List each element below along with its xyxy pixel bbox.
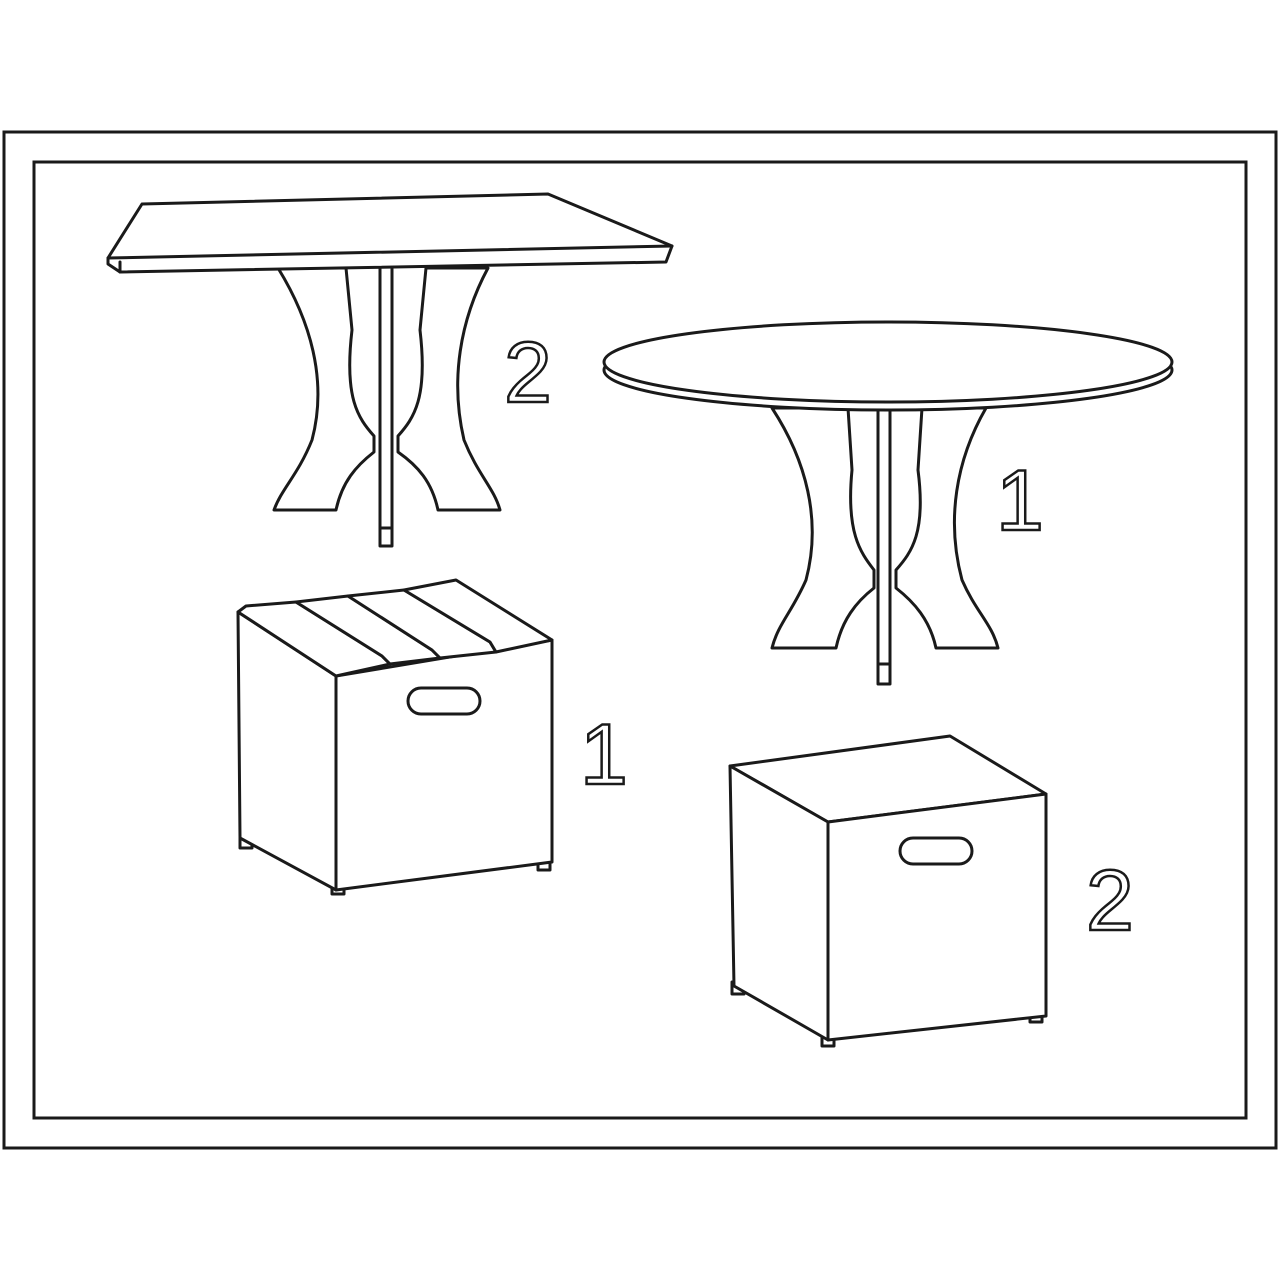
square-table	[106, 192, 674, 548]
round-table-label: 1	[996, 453, 1044, 549]
round-table-right-leg	[894, 406, 1000, 650]
slatted-stool-label: 1	[580, 707, 628, 803]
round-table-top	[602, 320, 1174, 404]
solid-stool	[728, 734, 1048, 1048]
square-table-right-leg	[396, 266, 502, 512]
round-table	[602, 320, 1174, 686]
solid-stool-handle	[898, 836, 974, 866]
outer-frame	[2, 130, 1278, 1150]
square-table-top-edge	[106, 244, 674, 260]
square-table-left-leg	[272, 266, 376, 512]
slatted-stool-front-face	[334, 638, 554, 892]
inner-frame	[32, 160, 1248, 1120]
slatted-stool-handle	[406, 686, 482, 716]
solid-stool-label: 2	[1086, 853, 1134, 949]
square-table-center-post	[378, 260, 394, 548]
square-table-label: 2	[504, 325, 552, 421]
round-table-center-post	[876, 398, 892, 686]
slatted-stool-slat-4	[402, 578, 554, 654]
slatted-stool	[236, 578, 554, 896]
square-table-top	[106, 192, 674, 274]
round-table-left-leg	[770, 406, 876, 650]
solid-stool-front-face	[826, 792, 1048, 1042]
